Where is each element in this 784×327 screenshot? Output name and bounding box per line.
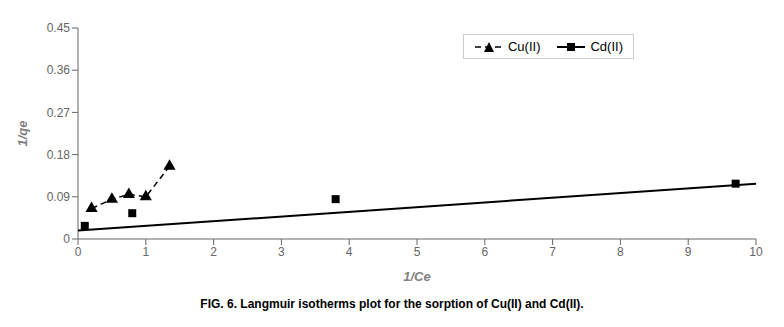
svg-text:5: 5 bbox=[414, 245, 421, 259]
svg-text:6: 6 bbox=[481, 245, 488, 259]
svg-text:9: 9 bbox=[685, 245, 692, 259]
svg-text:1/Ce: 1/Ce bbox=[403, 269, 430, 284]
svg-text:0.27: 0.27 bbox=[47, 106, 71, 120]
svg-text:0.18: 0.18 bbox=[47, 148, 71, 162]
svg-text:2: 2 bbox=[210, 245, 217, 259]
svg-text:0.09: 0.09 bbox=[47, 190, 71, 204]
html-text:Cu(II): Cu(II) bbox=[508, 39, 541, 54]
svg-text:0: 0 bbox=[63, 232, 70, 246]
svg-text:0.45: 0.45 bbox=[47, 21, 71, 35]
html-text:Cd(II): Cd(II) bbox=[590, 39, 623, 54]
svg-text:1: 1 bbox=[142, 245, 149, 259]
svg-text:10: 10 bbox=[749, 245, 763, 259]
svg-text:0: 0 bbox=[75, 245, 82, 259]
svg-text:0.36: 0.36 bbox=[47, 63, 71, 77]
svg-text:4: 4 bbox=[346, 245, 353, 259]
svg-text:8: 8 bbox=[617, 245, 624, 259]
svg-text:3: 3 bbox=[278, 245, 285, 259]
html-text:FIG. 6. Langmuir isotherms plo: FIG. 6. Langmuir isotherms plot for the … bbox=[200, 297, 584, 311]
svg-text:7: 7 bbox=[549, 245, 556, 259]
svg-text:1/qe: 1/qe bbox=[15, 120, 30, 146]
